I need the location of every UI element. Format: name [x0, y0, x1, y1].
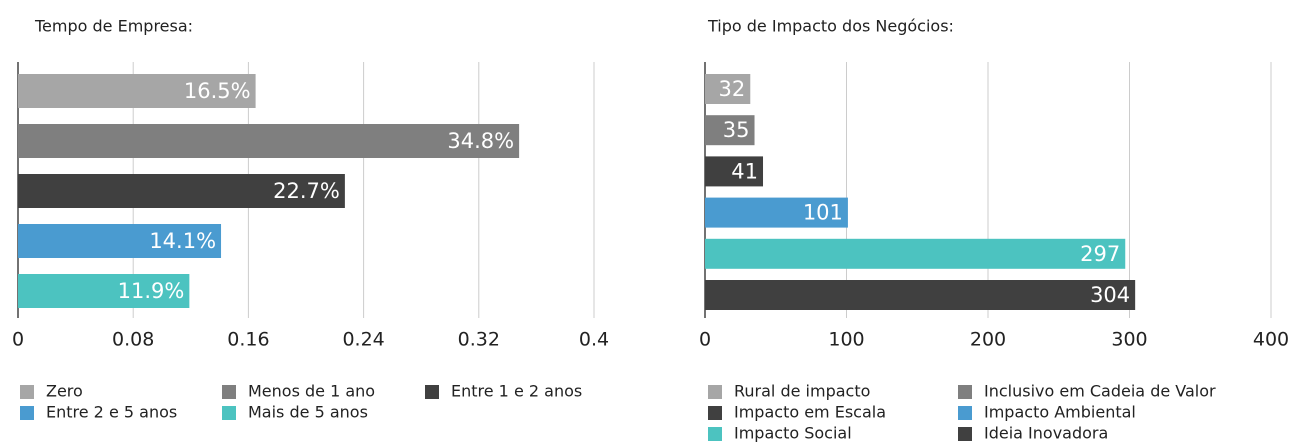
- bar: [18, 74, 256, 108]
- x-tick-label: 0.4: [579, 329, 609, 351]
- legend-swatch: [222, 406, 236, 420]
- legend-label: Impacto Social: [734, 424, 852, 443]
- bar: [705, 238, 1126, 269]
- legend-label: Inclusivo em Cadeia de Valor: [984, 382, 1216, 401]
- value-label: 11.9%: [118, 279, 185, 303]
- x-tick-label: 0.16: [227, 329, 269, 351]
- value-label: 32: [719, 77, 746, 101]
- value-label: 101: [803, 201, 843, 225]
- legend-swatch: [708, 427, 722, 441]
- legend-label: Entre 1 e 2 anos: [451, 382, 582, 401]
- legend-label: Rural de impacto: [734, 382, 870, 401]
- bar: [705, 115, 755, 146]
- x-tick-label: 100: [828, 329, 864, 351]
- x-tick-label: 0.24: [342, 329, 384, 351]
- legend-label: Zero: [46, 382, 83, 401]
- legend-label: Mais de 5 anos: [248, 403, 368, 422]
- x-tick-label: 400: [1253, 329, 1289, 351]
- legend-swatch: [708, 406, 722, 420]
- bar: [705, 197, 848, 228]
- legend-swatch: [958, 406, 972, 420]
- bar: [705, 280, 1136, 310]
- bar: [18, 274, 190, 308]
- legend-label: Menos de 1 ano: [248, 382, 375, 401]
- value-label: 16.5%: [184, 79, 251, 103]
- legend-swatch: [958, 427, 972, 441]
- legend-swatch: [20, 406, 34, 420]
- x-tick-label: 200: [970, 329, 1006, 351]
- legend-swatch: [958, 385, 972, 399]
- value-label: 297: [1080, 242, 1120, 266]
- x-tick-label: 0.08: [112, 329, 154, 351]
- value-label: 34.8%: [447, 129, 514, 153]
- chart-title: Tipo de Impacto dos Negócios:: [707, 17, 954, 36]
- value-label: 35: [723, 118, 750, 142]
- legend-swatch: [222, 385, 236, 399]
- legend-label: Ideia Inovadora: [984, 424, 1108, 443]
- bar: [18, 124, 520, 158]
- chart-title: Tempo de Empresa:: [34, 17, 193, 36]
- legend-label: Entre 2 e 5 anos: [46, 403, 177, 422]
- legend-label: Impacto em Escala: [734, 403, 886, 422]
- value-label: 14.1%: [149, 229, 216, 253]
- legend-label: Impacto Ambiental: [984, 403, 1136, 422]
- legend-swatch: [708, 385, 722, 399]
- bar: [18, 174, 345, 208]
- bar: [705, 74, 751, 104]
- x-tick-label: 300: [1111, 329, 1147, 351]
- x-tick-label: 0: [12, 329, 24, 351]
- x-tick-label: 0.32: [458, 329, 500, 351]
- x-tick-label: 0: [699, 329, 711, 351]
- legend-swatch: [425, 385, 439, 399]
- value-label: 22.7%: [273, 179, 340, 203]
- bar: [18, 224, 222, 258]
- value-label: 41: [731, 159, 758, 183]
- bar: [705, 156, 764, 187]
- legend-swatch: [20, 385, 34, 399]
- value-label: 304: [1090, 283, 1130, 307]
